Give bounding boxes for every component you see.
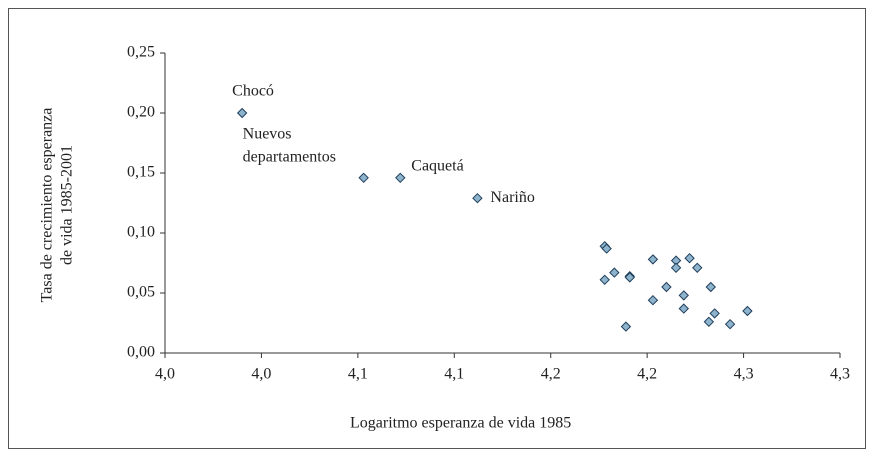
point: [742, 305, 753, 317]
point: [620, 321, 632, 332]
y-axis-label: de vida 1985-2001: [59, 145, 76, 265]
annotation: Nariño: [490, 189, 534, 206]
point: [705, 281, 716, 293]
annotation: Nuevos: [243, 125, 292, 142]
point: [647, 294, 659, 306]
frame: [8, 8, 866, 449]
point: [709, 308, 720, 319]
point: [609, 267, 620, 278]
annotation: Caquetá: [411, 157, 463, 174]
x-tick-label: 4,1: [444, 366, 464, 383]
x-axis-label: Logaritmo esperanza de vida 1985: [350, 415, 571, 432]
y-tick-label: 0,05: [127, 284, 155, 301]
annotation: Chocó: [232, 83, 274, 100]
point: [724, 318, 736, 330]
y-tick-label: 0,25: [127, 44, 155, 61]
point: [647, 254, 659, 265]
x-tick-label: 4,1: [348, 366, 368, 383]
point: [670, 262, 682, 274]
y-axis-label: Tasa de crecimiento esperanza: [39, 108, 56, 303]
y-tick-label: 0,10: [127, 224, 155, 241]
x-tick-label: 4,3: [830, 366, 850, 383]
x-tick-label: 4,2: [541, 366, 561, 383]
x-tick-label: 4,0: [251, 366, 271, 383]
point: [472, 192, 483, 204]
point: [661, 281, 672, 293]
y-tick-label: 0,00: [127, 344, 155, 361]
point: [678, 303, 689, 314]
point: [684, 252, 695, 264]
y-tick-label: 0,15: [127, 164, 155, 181]
point: [599, 274, 610, 286]
point: [624, 272, 635, 283]
annotation: departamentos: [243, 148, 336, 165]
point: [678, 290, 689, 301]
x-tick-label: 4,2: [637, 366, 657, 383]
point: [692, 262, 703, 274]
x-tick-label: 4,3: [734, 366, 754, 383]
point: [703, 316, 715, 328]
y-tick-label: 0,20: [127, 104, 155, 121]
point: [395, 172, 406, 184]
x-tick-label: 4,0: [155, 366, 175, 383]
point: [601, 243, 612, 254]
point: [236, 107, 248, 119]
point: [358, 172, 369, 184]
